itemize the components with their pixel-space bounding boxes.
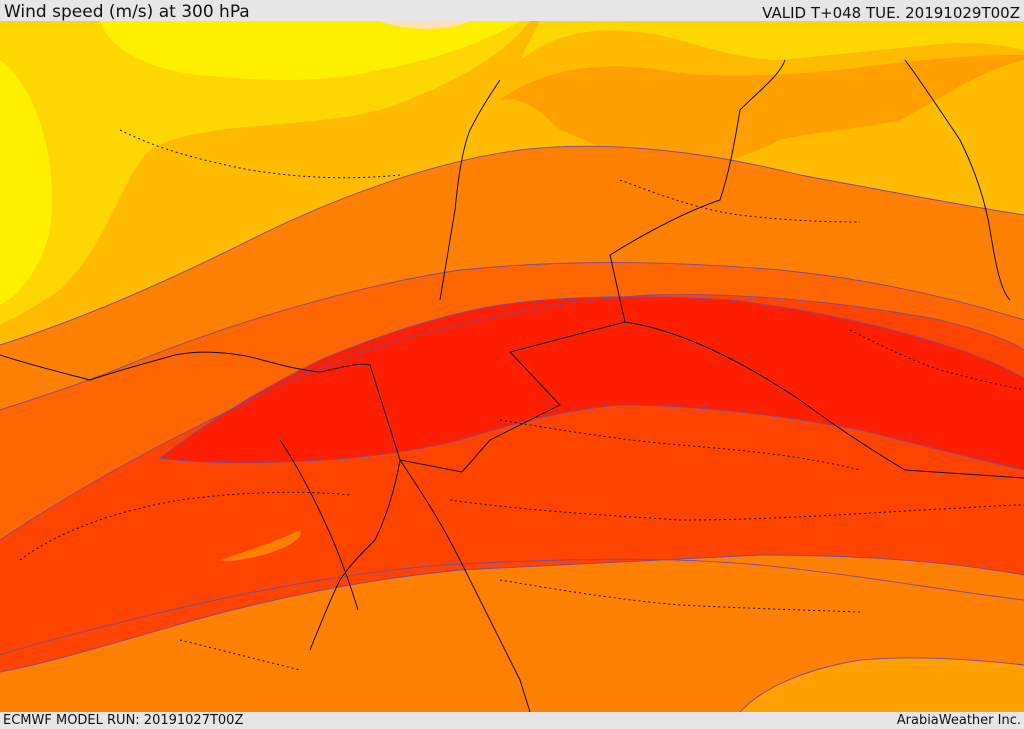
wind-band-5 <box>0 146 1024 410</box>
credit-label: ArabiaWeather Inc. <box>896 713 1021 728</box>
wind-band-4-east <box>500 55 1024 170</box>
wind-band-lightest <box>380 21 470 29</box>
wind-speed-map <box>0 21 1024 712</box>
isotach-contours <box>0 145 1024 712</box>
wind-band-4-south <box>740 657 1024 712</box>
wind-band-6-south <box>0 555 1024 712</box>
wind-band-8-core <box>160 296 1024 470</box>
wind-band-2 <box>0 21 530 325</box>
map-title: Wind speed (m/s) at 300 hPa <box>4 2 250 22</box>
model-run-label: ECMWF MODEL RUN: 20191027T00Z <box>3 713 244 728</box>
wind-band-6-west <box>0 450 71 505</box>
wind-band-5-sw <box>220 530 301 561</box>
map-header: Wind speed (m/s) at 300 hPa VALID T+048 … <box>0 0 1024 22</box>
valid-time-label: VALID T+048 TUE. 20191029T00Z <box>762 4 1020 22</box>
wind-band-1-north <box>100 21 520 80</box>
regional-boundaries <box>19 129 1024 671</box>
country-borders <box>0 59 1024 712</box>
wind-band-2-ne <box>520 21 1024 60</box>
map-footer: ECMWF MODEL RUN: 20191027T00Z ArabiaWeat… <box>0 712 1024 729</box>
wind-band-1 <box>0 60 52 305</box>
